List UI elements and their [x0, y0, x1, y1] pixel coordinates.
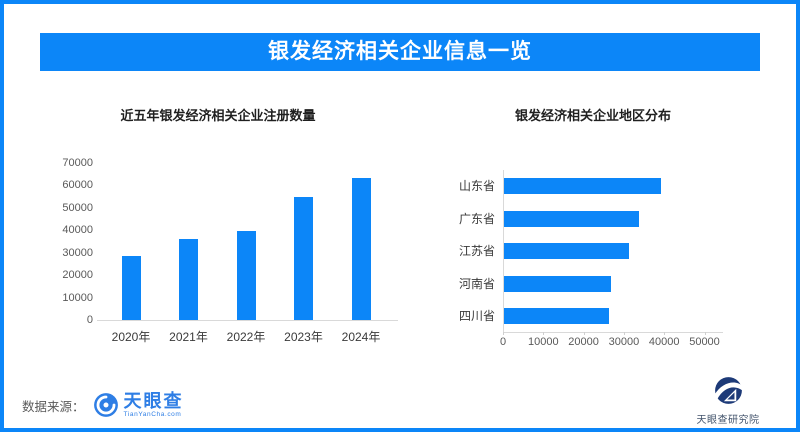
y-axis-category-label: 江苏省: [458, 244, 495, 258]
x-axis-category-label: 2022年: [226, 330, 266, 344]
x-axis-tick-mark: [664, 332, 666, 335]
bar: [504, 210, 639, 227]
tianyancha-brand-text: 天眼查: [123, 390, 184, 411]
y-axis-category-label: 河南省: [458, 276, 495, 291]
x-axis-tick-label: 50000: [689, 336, 720, 348]
y-axis-tick-label: 0: [86, 314, 93, 326]
x-axis-tick-label: 40000: [648, 336, 680, 348]
right-chart-title: 银发经济相关企业地区分布: [514, 108, 671, 123]
left-chart-title: 近五年银发经济相关企业注册数量: [120, 108, 316, 123]
registrations-bar-chart: 0 10000 20000 30000 40000 50000 60000 70000 2020…: [4, 4, 796, 428]
x-axis-line: [97, 320, 398, 321]
x-axis-tick-label: 20000: [568, 336, 599, 348]
data-source-block: 数据来源： 天眼查 TianYanCha.com: [22, 390, 184, 420]
x-axis-line: [503, 332, 723, 333]
bar: [504, 178, 662, 194]
x-axis-category-label: 2020年: [111, 330, 151, 344]
y-axis-category-label: 四川省: [458, 309, 495, 323]
x-axis-tick-mark: [704, 332, 706, 335]
bar: [179, 239, 198, 320]
region-distribution-bar-chart: 山东省广东省江苏省河南省四川省 0 10000 20000 30000 40000 5000…: [4, 4, 796, 428]
y-axis-tick-label: 30000: [62, 246, 93, 259]
x-axis-tick-mark: [583, 332, 585, 335]
tianyancha-logo: 天眼查 TianYanCha.com: [93, 392, 184, 419]
y-axis-tick-label: 60000: [62, 179, 93, 192]
y-axis-category-label: 广东省: [458, 211, 495, 226]
x-axis-tick-mark: [503, 332, 504, 335]
institute-name: 天眼查研究院: [696, 415, 760, 426]
x-axis-category-label: 2021年: [169, 330, 208, 344]
y-axis-category-label: 山东省: [458, 179, 495, 193]
tianyancha-institute-logo-icon: [714, 377, 742, 404]
y-axis-line: [503, 170, 504, 332]
data-source-label: 数据来源：: [22, 399, 85, 414]
tianyancha-brand-block: 天眼查 TianYanCha.com: [124, 392, 184, 419]
x-axis-tick-mark: [543, 332, 545, 335]
bar: [351, 177, 371, 320]
bar: [294, 196, 313, 320]
page-title: 银发经济相关企业信息一览: [40, 33, 760, 71]
x-axis-category-label: 2023年: [284, 330, 323, 344]
bar: [504, 275, 611, 292]
institute-logo-block: 天眼查研究院: [678, 375, 778, 426]
x-axis-tick-label: 10000: [528, 336, 559, 348]
y-axis-tick-label: 50000: [62, 201, 93, 214]
y-axis-tick-label: 20000: [62, 269, 93, 282]
y-axis-tick-label: 40000: [62, 224, 93, 237]
x-axis-tick-label: 30000: [608, 336, 640, 348]
y-axis-tick-label: 70000: [62, 157, 93, 169]
y-axis-tick-label: 10000: [62, 291, 93, 304]
tianyancha-eye-icon: [93, 393, 118, 417]
bar: [121, 256, 141, 320]
x-axis-category-label: 2024年: [341, 330, 381, 344]
bar: [236, 231, 256, 320]
tianyancha-brand-subtext: TianYanCha.com: [123, 410, 182, 418]
x-axis-tick-label: 0: [499, 336, 507, 348]
bar: [504, 308, 609, 324]
bar: [504, 243, 629, 259]
x-axis-tick-mark: [623, 332, 625, 335]
